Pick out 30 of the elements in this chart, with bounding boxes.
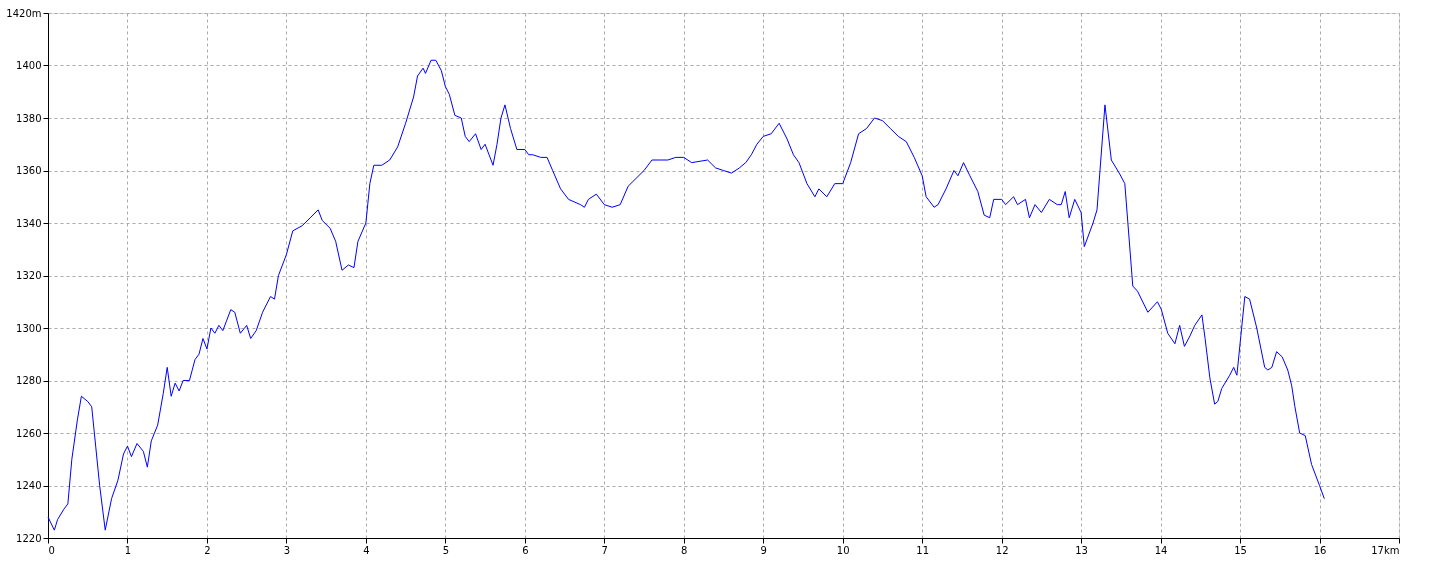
y-tick-label: 1260	[16, 427, 42, 439]
y-tick-label: 1240	[16, 480, 42, 491]
y-tick-label: 1300	[16, 322, 42, 334]
line-series	[47, 59, 1325, 531]
x-tick-label: 0	[48, 544, 55, 556]
x-tick-label: 14	[1154, 544, 1168, 556]
x-tick-label: 2	[204, 544, 211, 556]
x-tick-label: 17km	[1371, 544, 1400, 556]
x-tick-label: 4	[363, 544, 370, 556]
y-tick-label: 1360	[16, 165, 42, 176]
x-tick-label: 7	[601, 544, 608, 556]
y-tick-label: 1420m	[6, 7, 42, 19]
x-tick-label: 16	[1313, 544, 1327, 556]
x-tick-label: 6	[522, 544, 529, 556]
x-tick-label: 1	[124, 544, 132, 556]
y-tick-label: 1340	[16, 217, 42, 229]
x-tick-label: 8	[681, 544, 688, 556]
x-tick-label: 13	[1075, 544, 1088, 556]
y-tick-label: 1400	[16, 60, 42, 71]
y-tick-label: 1220	[16, 532, 42, 544]
y-tick-label: 1280	[16, 375, 42, 386]
x-tick-label: 9	[760, 544, 767, 556]
x-tick-label: 5	[442, 544, 450, 556]
y-tick-label: 1380	[16, 112, 42, 124]
y-tick-label: 1320	[16, 270, 42, 281]
x-tick-label: 15	[1234, 544, 1247, 556]
x-tick-label: 11	[916, 544, 930, 556]
x-tick-label: 10	[836, 544, 850, 556]
x-tick-label: 12	[995, 544, 1009, 556]
x-tick-label: 3	[283, 544, 291, 556]
